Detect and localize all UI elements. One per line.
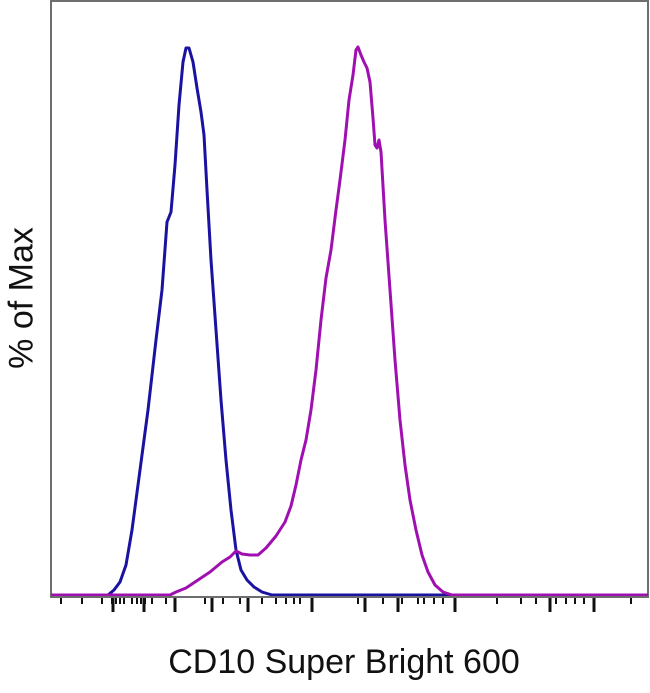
- control-histogram-line: [51, 46, 648, 597]
- stained-histogram-line: [51, 45, 648, 597]
- y-axis-label: % of Max: [2, 227, 41, 369]
- x-axis-ticks: [60, 597, 632, 612]
- x-axis-label: CD10 Super Bright 600: [168, 643, 520, 681]
